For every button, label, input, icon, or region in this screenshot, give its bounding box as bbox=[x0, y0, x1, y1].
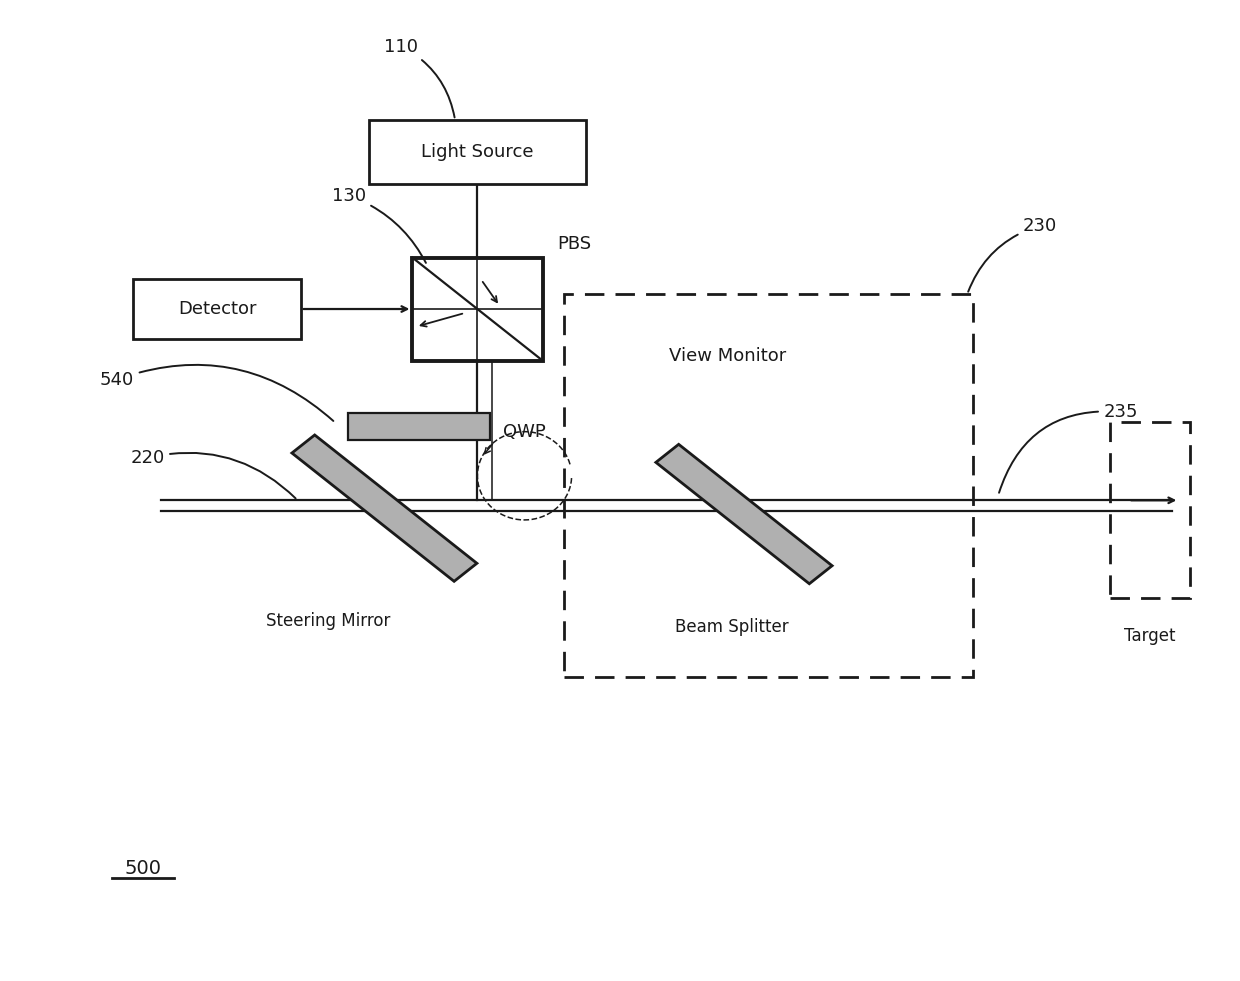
Text: QWP: QWP bbox=[503, 423, 546, 440]
Text: Detector: Detector bbox=[177, 300, 257, 318]
Text: View Monitor: View Monitor bbox=[670, 346, 786, 365]
Bar bbox=[370, 120, 585, 183]
Text: Beam Splitter: Beam Splitter bbox=[675, 618, 789, 636]
Text: 230: 230 bbox=[968, 217, 1058, 291]
Text: 235: 235 bbox=[999, 403, 1138, 492]
Text: PBS: PBS bbox=[558, 234, 591, 252]
Polygon shape bbox=[656, 444, 832, 584]
Polygon shape bbox=[291, 435, 477, 582]
Text: Steering Mirror: Steering Mirror bbox=[267, 612, 391, 630]
Text: Light Source: Light Source bbox=[422, 143, 533, 161]
Bar bbox=[412, 257, 543, 360]
Text: 540: 540 bbox=[100, 365, 334, 421]
Text: 220: 220 bbox=[130, 449, 295, 498]
Text: 500: 500 bbox=[124, 858, 161, 878]
Bar bbox=[347, 413, 491, 440]
Text: 110: 110 bbox=[384, 37, 455, 118]
Text: Target: Target bbox=[1125, 627, 1176, 645]
Text: 130: 130 bbox=[332, 186, 425, 263]
Bar bbox=[1110, 422, 1190, 598]
Bar bbox=[133, 279, 300, 339]
Bar bbox=[564, 294, 973, 677]
